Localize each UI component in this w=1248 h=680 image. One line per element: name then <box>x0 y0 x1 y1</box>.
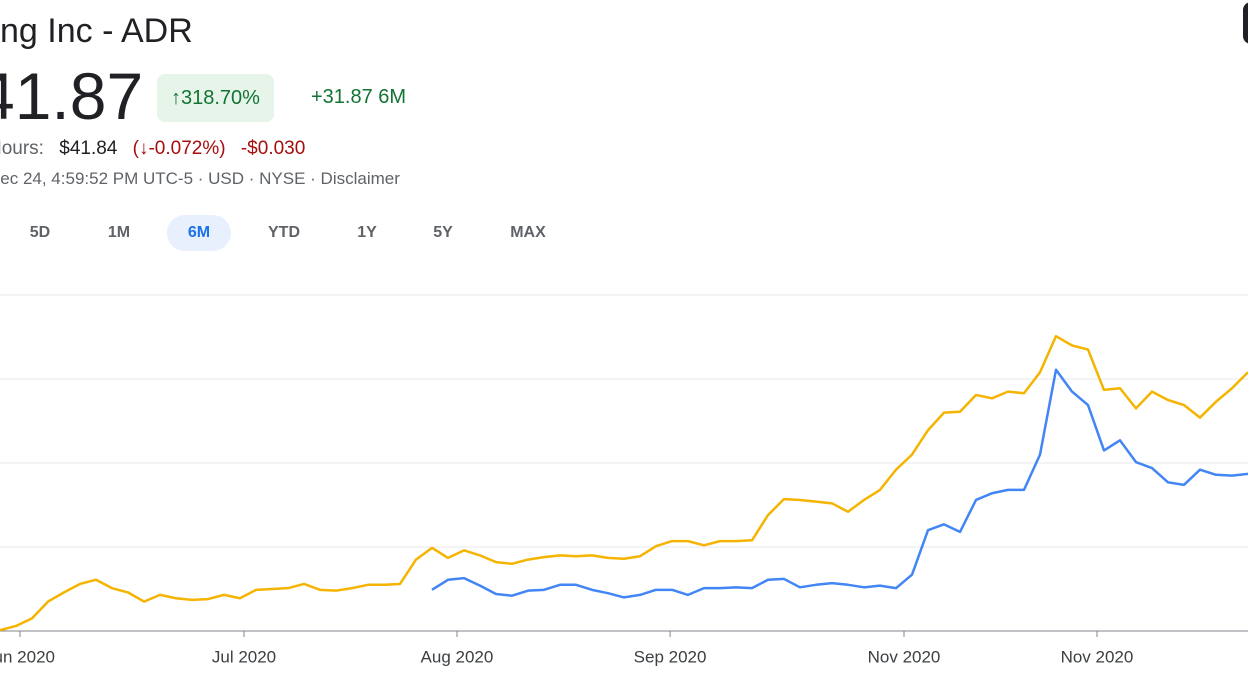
after-hours-label: Hours: <box>0 138 44 159</box>
change: +31.87 6M <box>311 86 406 109</box>
price: 41.87 <box>0 59 144 133</box>
price-line <box>431 368 1248 599</box>
range-tab[interactable]: 5Y <box>433 224 453 241</box>
after-hours-price: $41.84 <box>59 138 118 159</box>
after-hours: Hours: $41.84 (↓-0.072%) -$0.030 <box>0 138 315 160</box>
stock-title: ng Inc - ADR <box>0 12 193 50</box>
range-tab[interactable]: YTD <box>268 224 300 241</box>
x-tick-label: Nov 2020 <box>1061 647 1134 666</box>
range-tab[interactable]: 1M <box>107 224 131 241</box>
range-tab[interactable]: 5D <box>29 224 51 241</box>
meta: Dec 24, 4:59:52 PM UTC-5 · USD · NYSE · … <box>0 169 400 188</box>
range-tab[interactable]: MAX <box>510 224 546 241</box>
corner-button[interactable] <box>1243 2 1248 44</box>
change-badge: ↑318.70% <box>157 74 274 122</box>
x-tick-label: Sep 2020 <box>634 647 707 666</box>
x-tick-label: Jun 2020 <box>0 647 55 666</box>
x-tick-label: Jul 2020 <box>212 647 276 666</box>
x-tick-label: Aug 2020 <box>421 647 494 666</box>
price-line <box>0 334 1248 632</box>
period: 6M <box>378 86 407 108</box>
after-hours-change: -$0.030 <box>240 138 306 159</box>
range-tab[interactable]: 1Y <box>357 224 377 241</box>
range-tab[interactable]: 6M <box>166 215 232 251</box>
change-value: +31.87 <box>311 86 373 108</box>
x-tick-label: Nov 2020 <box>868 647 941 666</box>
after-hours-percent: (↓-0.072%) <box>132 138 226 159</box>
